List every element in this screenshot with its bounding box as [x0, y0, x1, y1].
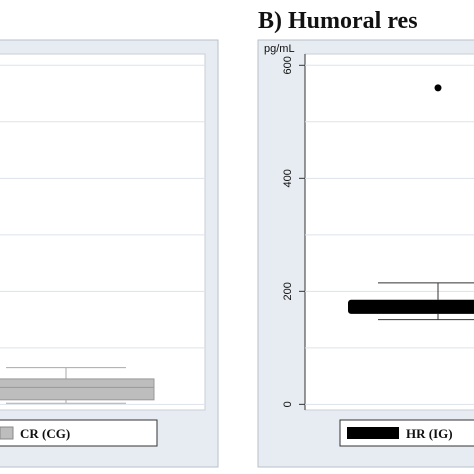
panel-b-y-tick-label: 200 — [282, 282, 294, 300]
panel-b-y-tick-label: 400 — [282, 169, 294, 187]
panel-b-gridlines — [305, 64, 474, 405]
panel-b-title: B) Humoral res — [258, 8, 418, 34]
panel-b-unit-label: pg/mL — [264, 43, 295, 55]
panel-a-legend-label: CR (CG) — [20, 426, 70, 441]
panel-a-boxplot — [0, 367, 155, 404]
panel-a-legend-swatch — [0, 426, 14, 440]
panel-a-legend: CR (CG) — [0, 419, 158, 447]
panel-a-plot-area — [0, 53, 206, 411]
panel-b-outlier — [434, 84, 442, 92]
panel-a-legend-box — [0, 419, 158, 447]
panel-a-box — [0, 378, 155, 401]
panel-b: B) Humoral res pg/mL 0 200 400 600 HR (IG) — [257, 8, 474, 468]
panel-a: CR (CG) — [0, 39, 219, 468]
panel-b-y-tick-label: 600 — [282, 56, 294, 74]
panel-a-gridlines — [0, 64, 205, 405]
panel-b-plot-area — [304, 53, 474, 411]
panel-b-boxplot — [348, 84, 474, 321]
panel-b-legend-swatch — [347, 427, 399, 439]
panel-b-legend: HR (IG) — [339, 419, 474, 447]
panel-b-y-tick-label: 0 — [282, 401, 294, 407]
panel-b-box — [348, 299, 474, 314]
panel-b-legend-label: HR (IG) — [406, 426, 453, 441]
panel-b-y-ticks: 0 200 400 600 — [282, 56, 305, 407]
